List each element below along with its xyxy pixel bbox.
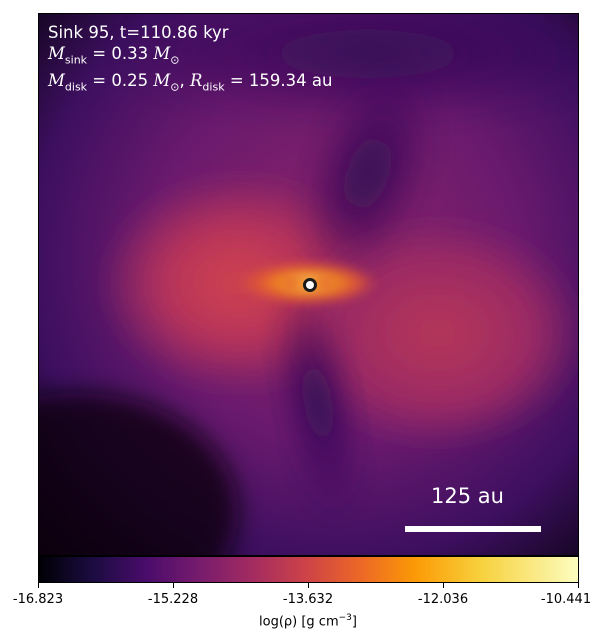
solar-mass-sub: ⊙	[170, 53, 180, 67]
colorbar-tick-label: -13.632	[282, 592, 334, 607]
solar-mass-symbol: M	[153, 44, 171, 63]
colorbar-tick	[308, 583, 309, 588]
density-map: Sink 95, t=110.86 kyr Msink = 0.33 M⊙ Md…	[38, 13, 579, 556]
colorbar	[38, 556, 579, 583]
solar-mass-symbol-2: M	[153, 71, 171, 91]
colorbar-tick	[173, 583, 174, 588]
colorbar-tick-label: -16.823	[12, 592, 64, 607]
colorbar-tick	[38, 583, 39, 588]
sink-mass-line: Msink = 0.33 M⊙	[48, 43, 332, 70]
rdisk-sub: disk	[202, 80, 225, 94]
colorbar-tick	[443, 583, 444, 588]
mdisk-sub: disk	[64, 80, 88, 94]
sink-time-line: Sink 95, t=110.86 kyr	[48, 23, 229, 42]
sink-info: Sink 95, t=110.86 kyr Msink = 0.33 M⊙ Md…	[48, 22, 332, 98]
colorbar-tick-label: -15.228	[147, 592, 199, 607]
sink-marker	[303, 278, 317, 292]
colorbar-tick-label: -10.441	[540, 592, 592, 607]
colorbar-label-exponent: −3	[338, 613, 352, 623]
mdisk-value: = 0.25	[92, 71, 149, 91]
rdisk-value: = 159.34 au	[229, 71, 333, 91]
scale-bar	[405, 526, 541, 532]
colorbar-tick	[578, 583, 579, 588]
mdisk-symbol: M	[48, 71, 65, 91]
density-map-image	[39, 14, 578, 555]
colorbar-label-main: log(ρ) [g cm	[259, 614, 339, 630]
colorbar-label: log(ρ) [g cm−3]	[259, 613, 357, 629]
colorbar-label-end: ]	[351, 614, 357, 630]
msink-value: = 0.33	[92, 44, 149, 63]
colorbar-tick-label: -12.036	[417, 592, 469, 607]
msink-symbol: M	[48, 44, 65, 63]
disk-line: Mdisk = 0.25 M⊙, Rdisk = 159.34 au	[48, 71, 333, 94]
scale-bar-label: 125 au	[431, 484, 504, 508]
rdisk-symbol: R	[189, 71, 203, 91]
msink-sub: sink	[64, 53, 88, 67]
solar-mass-sub-2: ⊙	[170, 80, 180, 94]
